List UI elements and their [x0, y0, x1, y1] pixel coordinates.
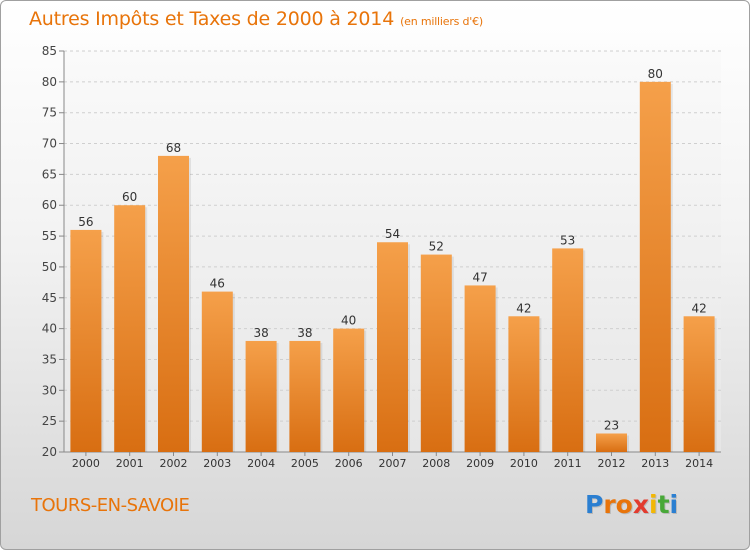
bar — [464, 285, 496, 452]
data-label: 42 — [691, 301, 706, 315]
y-tick-label: 85 — [42, 44, 57, 58]
data-label: 47 — [472, 270, 487, 284]
y-tick-label: 50 — [42, 260, 57, 274]
logo-letter: o — [615, 490, 633, 519]
x-tick-label: 2014 — [685, 457, 713, 470]
bar — [70, 229, 102, 452]
y-tick-label: 45 — [42, 291, 57, 305]
y-tick-label: 60 — [42, 198, 57, 212]
x-tick-label: 2006 — [335, 457, 363, 470]
bar — [333, 328, 365, 452]
city-name: TOURS-EN-SAVOIE — [31, 495, 190, 516]
data-label: 23 — [604, 418, 619, 432]
y-tick-label: 75 — [42, 106, 57, 120]
bar — [552, 248, 584, 452]
x-tick-label: 2013 — [641, 457, 669, 470]
logo-letter: x — [632, 490, 649, 519]
data-label: 56 — [78, 215, 93, 229]
data-label: 52 — [429, 240, 444, 254]
x-tick-label: 2012 — [598, 457, 626, 470]
data-label: 38 — [297, 326, 312, 340]
x-tick-label: 2004 — [247, 457, 275, 470]
y-tick-label: 80 — [42, 75, 57, 89]
x-tick-label: 2009 — [466, 457, 494, 470]
x-tick-label: 2000 — [72, 457, 100, 470]
proxiti-logo: Proxiti — [585, 490, 678, 519]
y-tick-label: 70 — [42, 137, 57, 151]
chart-title-text: Autres Impôts et Taxes de 2000 à 2014 — [29, 8, 395, 30]
bar — [114, 205, 146, 452]
x-tick-label: 2008 — [422, 457, 450, 470]
logo-letter: t — [657, 490, 670, 519]
bar — [158, 155, 189, 452]
y-tick-label: 30 — [42, 383, 57, 397]
bar — [596, 433, 627, 452]
data-label: 53 — [560, 233, 575, 247]
x-tick-label: 2003 — [203, 457, 231, 470]
logo-letter: P — [585, 490, 604, 519]
y-tick-label: 35 — [42, 352, 57, 366]
data-label: 42 — [516, 301, 531, 315]
data-label: 40 — [341, 314, 356, 328]
x-tick-label: 2010 — [510, 457, 538, 470]
logo-letter: i — [649, 490, 658, 519]
data-label: 54 — [385, 227, 400, 241]
x-tick-label: 2002 — [160, 457, 188, 470]
bar — [508, 316, 540, 452]
data-label: 80 — [648, 67, 663, 81]
x-tick-label: 2007 — [379, 457, 407, 470]
data-label: 38 — [253, 326, 268, 340]
chart-unit: (en milliers d'€) — [400, 15, 483, 28]
bar — [377, 242, 408, 452]
bar — [201, 291, 233, 452]
data-label: 46 — [210, 277, 225, 291]
bar — [289, 340, 321, 452]
data-label: 60 — [122, 190, 137, 204]
y-tick-label: 55 — [42, 229, 57, 243]
bar — [245, 340, 277, 452]
bar — [639, 81, 671, 452]
x-tick-label: 2005 — [291, 457, 319, 470]
data-label: 68 — [166, 141, 181, 155]
logo-letter: i — [669, 490, 679, 519]
y-tick-label: 40 — [42, 322, 57, 336]
bar — [420, 254, 452, 452]
logo-letter: r — [603, 490, 616, 519]
x-tick-label: 2001 — [116, 457, 144, 470]
x-tick-label: 2011 — [554, 457, 582, 470]
bar — [683, 316, 715, 452]
chart-title: Autres Impôts et Taxes de 2000 à 2014 (en… — [29, 8, 483, 30]
y-tick-label: 25 — [42, 414, 57, 428]
y-tick-label: 65 — [42, 167, 57, 181]
y-tick-label: 20 — [42, 445, 57, 459]
